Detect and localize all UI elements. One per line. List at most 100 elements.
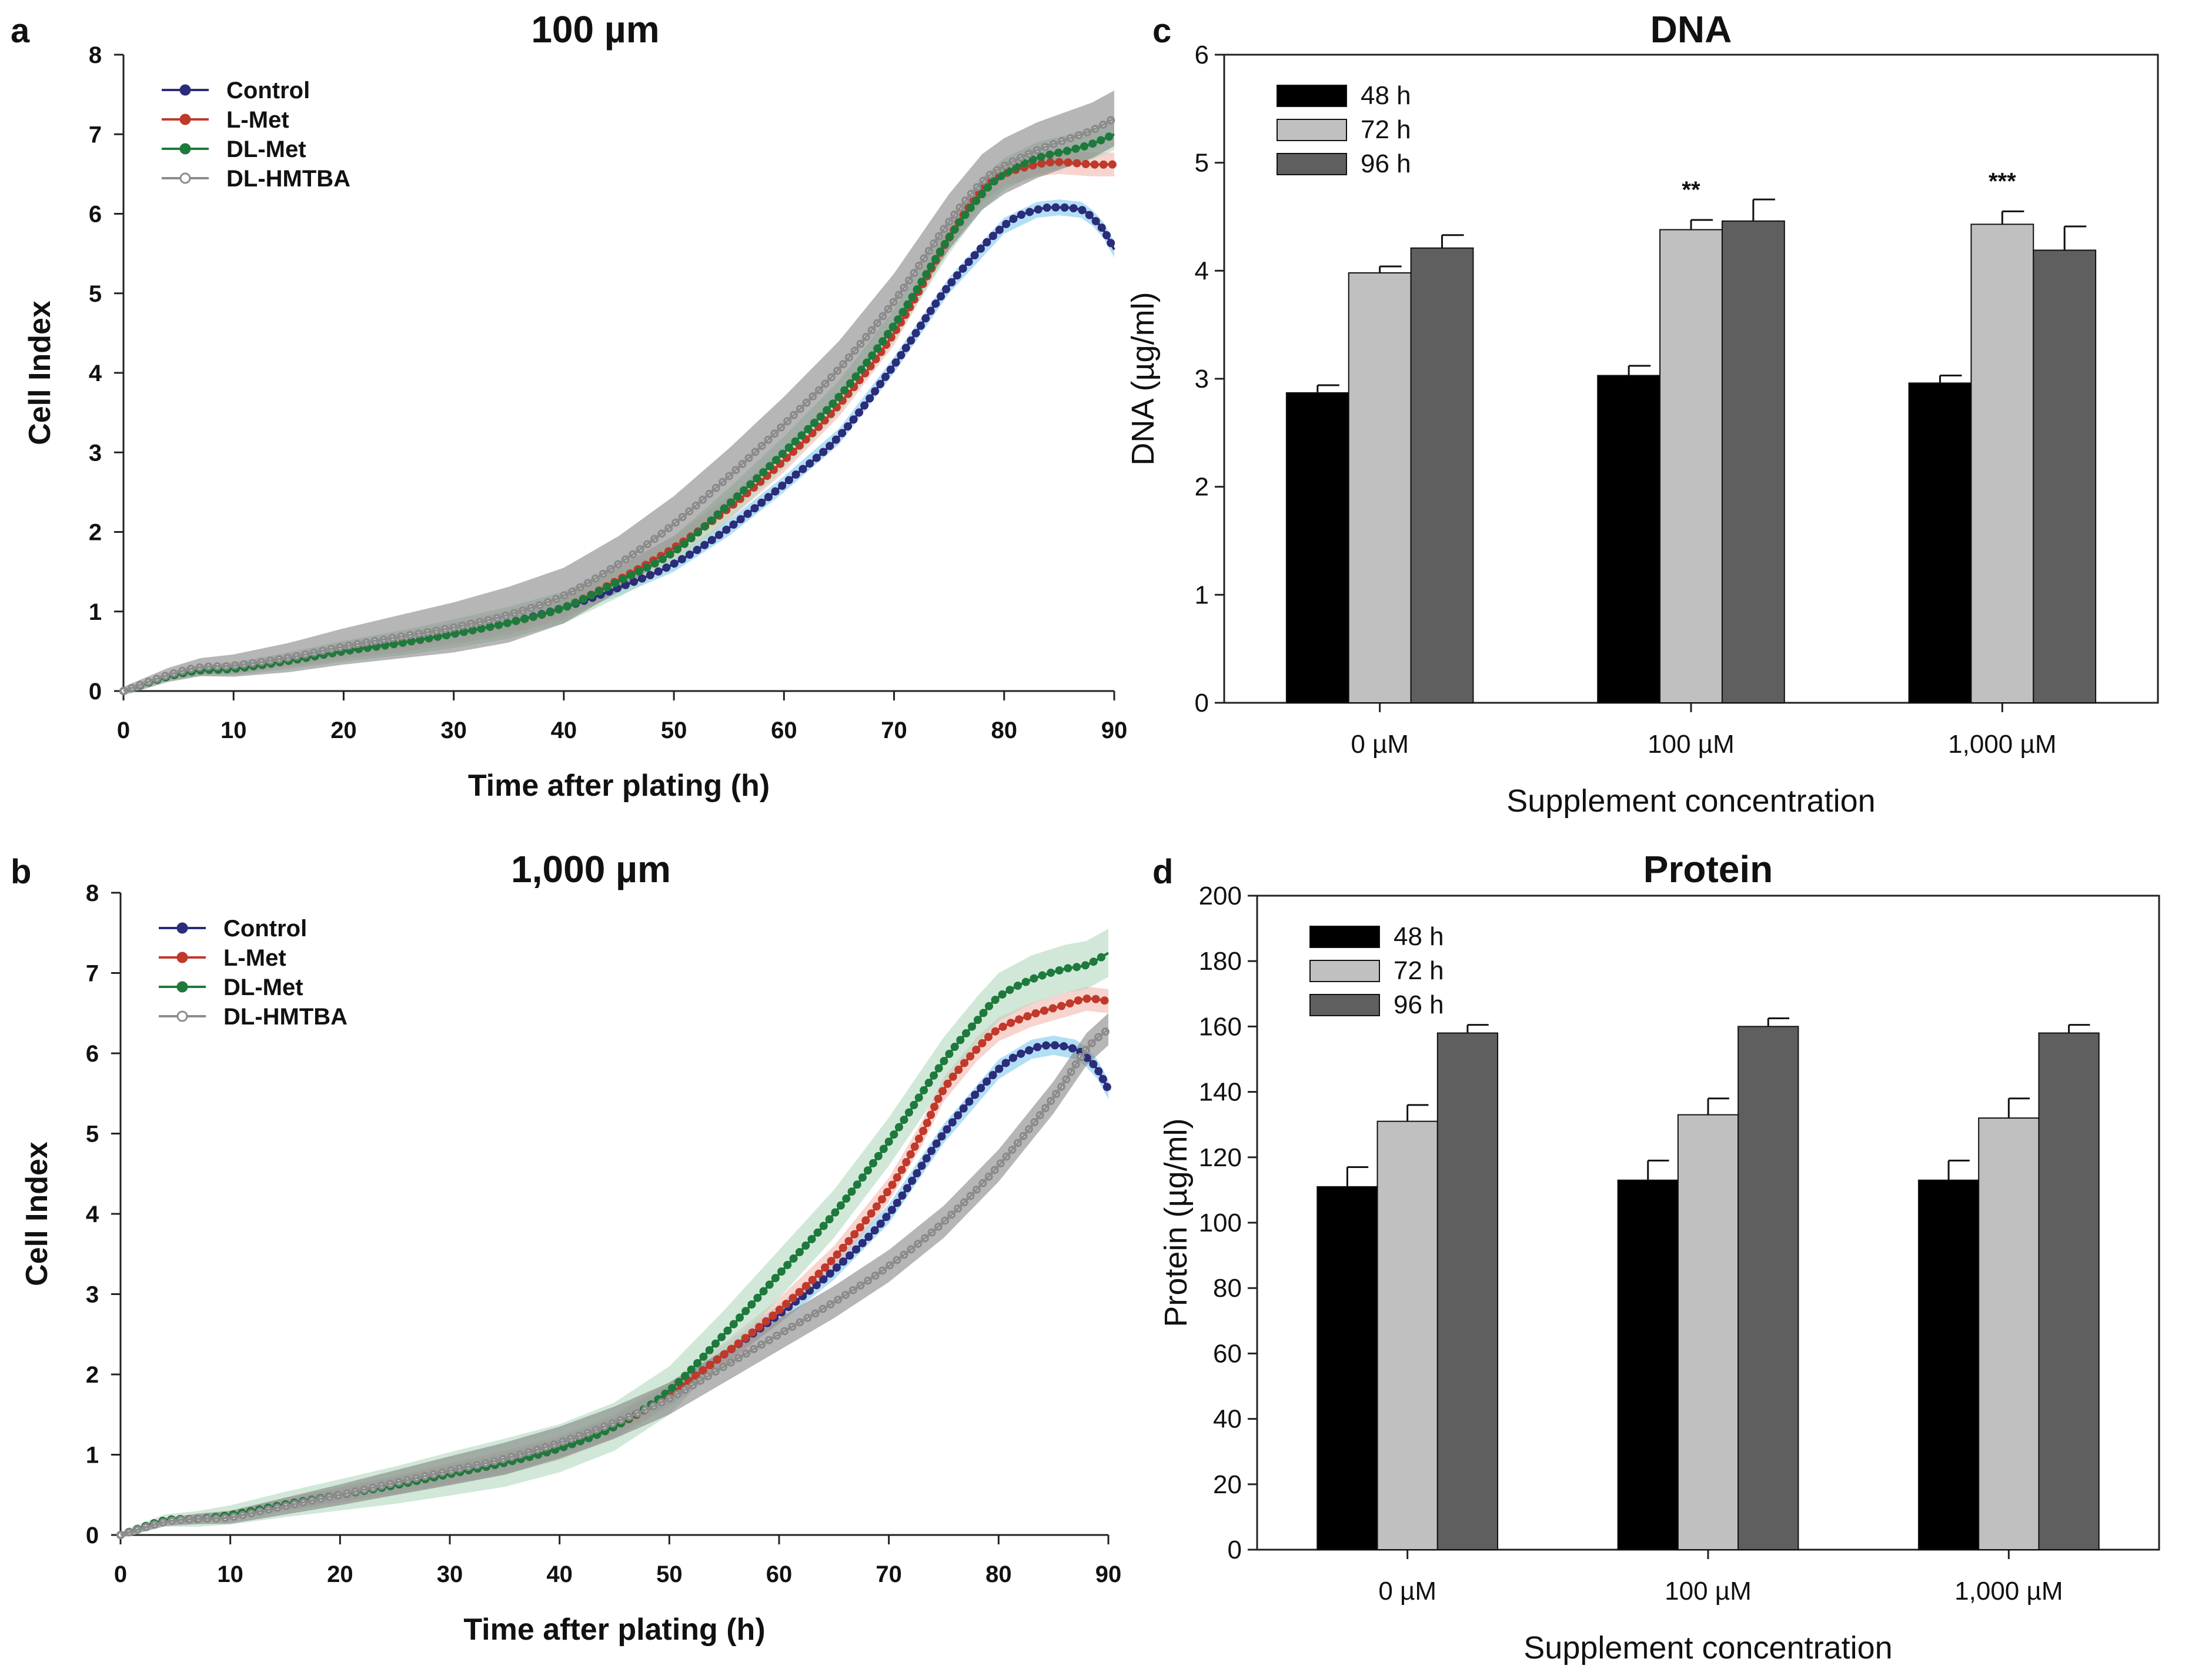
- y-tick-label: 4: [89, 361, 102, 386]
- legend-swatch: [1309, 926, 1380, 948]
- significance-marker: ***: [1989, 168, 2016, 194]
- y-tick-label: 5: [86, 1122, 99, 1147]
- x-tick-label: 70: [881, 717, 907, 743]
- legend-label: 96 h: [1361, 149, 1411, 178]
- legend-marker: [179, 114, 191, 125]
- x-tick-label: 100 µM: [1665, 1577, 1752, 1606]
- y-axis-title: DNA (µg/ml): [1125, 292, 1161, 465]
- x-tick-label: 60: [766, 1561, 793, 1587]
- series-marker-trail-control: [119, 203, 1118, 695]
- y-tick-label: 4: [1195, 256, 1209, 285]
- legend-label: Control: [223, 916, 307, 942]
- y-tick-label: 7: [89, 122, 102, 148]
- x-axis-title: Time after plating (h): [468, 769, 770, 803]
- y-tick-label: 180: [1199, 947, 1242, 976]
- y-tick-label: 2: [1195, 473, 1209, 502]
- y-tick-label: 200: [1199, 882, 1242, 910]
- x-tick-label: 10: [220, 717, 247, 743]
- bar: [1597, 375, 1661, 703]
- bar: [1737, 1026, 1799, 1550]
- panel-label-a: a: [11, 12, 30, 50]
- x-tick-label: 0 µM: [1378, 1577, 1436, 1606]
- x-tick-label: 40: [546, 1561, 573, 1587]
- chart-title: Protein: [1643, 848, 1773, 890]
- x-tick-label: 50: [661, 717, 687, 743]
- legend-label: Control: [226, 78, 310, 104]
- legend-swatch: [1309, 960, 1380, 982]
- y-tick-label: 160: [1199, 1012, 1242, 1041]
- y-tick-label: 0: [89, 679, 102, 705]
- x-axis-title: Supplement concentration: [1523, 1630, 1892, 1666]
- legend-label: DL-HMTBA: [223, 1004, 347, 1030]
- legend-label: 48 h: [1394, 922, 1444, 951]
- x-tick-label: 90: [1101, 717, 1128, 743]
- legend-label: DL-Met: [223, 975, 303, 1000]
- y-tick-label: 1: [89, 599, 102, 625]
- legend-marker: [176, 952, 188, 963]
- x-tick-label: 0 µM: [1351, 730, 1409, 759]
- legend-swatch: [1277, 153, 1347, 175]
- bar: [1436, 1032, 1499, 1550]
- x-tick-label: 20: [330, 717, 357, 743]
- legend-marker: [176, 981, 188, 993]
- series-marker-trail-l-met: [119, 158, 1118, 695]
- y-tick-label: 1: [86, 1443, 99, 1469]
- x-axis-title: Supplement concentration: [1506, 783, 1875, 819]
- y-tick-label: 3: [86, 1282, 99, 1308]
- y-axis-title: Protein (µg/ml): [1158, 1118, 1194, 1327]
- x-tick-label: 0: [114, 1561, 127, 1587]
- legend-label: L-Met: [226, 107, 289, 133]
- x-tick-label: 1,000 µM: [1948, 730, 2056, 759]
- legend-swatch: [1309, 994, 1380, 1016]
- x-tick-label: 1,000 µM: [1954, 1577, 2063, 1606]
- legend-label: 72 h: [1361, 115, 1411, 144]
- error-band-control: [123, 199, 1114, 692]
- y-tick-label: 100: [1199, 1209, 1242, 1237]
- legend-label: DL-HMTBA: [226, 166, 350, 192]
- bar: [1348, 272, 1412, 703]
- bar: [1721, 220, 1785, 703]
- bar: [1410, 247, 1474, 704]
- panel-label-b: b: [11, 853, 31, 891]
- legend-label: 72 h: [1394, 956, 1444, 985]
- legend-marker: [176, 922, 188, 934]
- y-tick-label: 5: [1195, 149, 1209, 178]
- legend-marker: [179, 172, 191, 184]
- bar: [1376, 1120, 1438, 1550]
- x-tick-label: 10: [217, 1561, 243, 1587]
- bar: [1285, 392, 1349, 703]
- panel-label-d: d: [1152, 853, 1173, 891]
- bar: [1659, 229, 1723, 704]
- y-tick-label: 3: [89, 440, 102, 466]
- panel-label-c: c: [1152, 12, 1171, 50]
- legend-swatch: [1277, 85, 1347, 107]
- bar: [2038, 1032, 2100, 1550]
- y-tick-label: 20: [1213, 1470, 1242, 1499]
- x-tick-label: 30: [440, 717, 467, 743]
- legend-swatch: [1277, 119, 1347, 141]
- x-tick-label: 50: [656, 1561, 683, 1587]
- bar: [1617, 1179, 1679, 1550]
- legend: Control L-Met DL-Met DL-HMTBA: [162, 78, 350, 192]
- bar: [1917, 1179, 1980, 1550]
- bar: [1316, 1186, 1378, 1550]
- series-line-dl-hmtba: [120, 1028, 1110, 1536]
- legend-label: L-Met: [223, 945, 286, 971]
- bar: [2033, 249, 2097, 704]
- y-tick-label: 7: [86, 961, 99, 987]
- x-tick-label: 30: [437, 1561, 463, 1587]
- bar: [1970, 223, 2034, 703]
- x-tick-label: 80: [991, 717, 1018, 743]
- x-axis-title: Time after plating (h): [463, 1613, 765, 1647]
- legend: Control L-Met DL-Met DL-HMTBA: [159, 916, 347, 1030]
- error-band-dl-hmtba: [121, 1013, 1108, 1538]
- legend-label: 48 h: [1361, 81, 1411, 110]
- y-tick-label: 4: [86, 1202, 99, 1227]
- y-tick-label: 120: [1199, 1143, 1242, 1172]
- series-line-dl-hmtba: [123, 117, 1115, 692]
- series-marker-trail-dl-hmtba: [119, 114, 1118, 695]
- y-tick-label: 60: [1213, 1339, 1242, 1368]
- bar: [1908, 382, 1972, 703]
- y-tick-label: 0: [1195, 689, 1209, 717]
